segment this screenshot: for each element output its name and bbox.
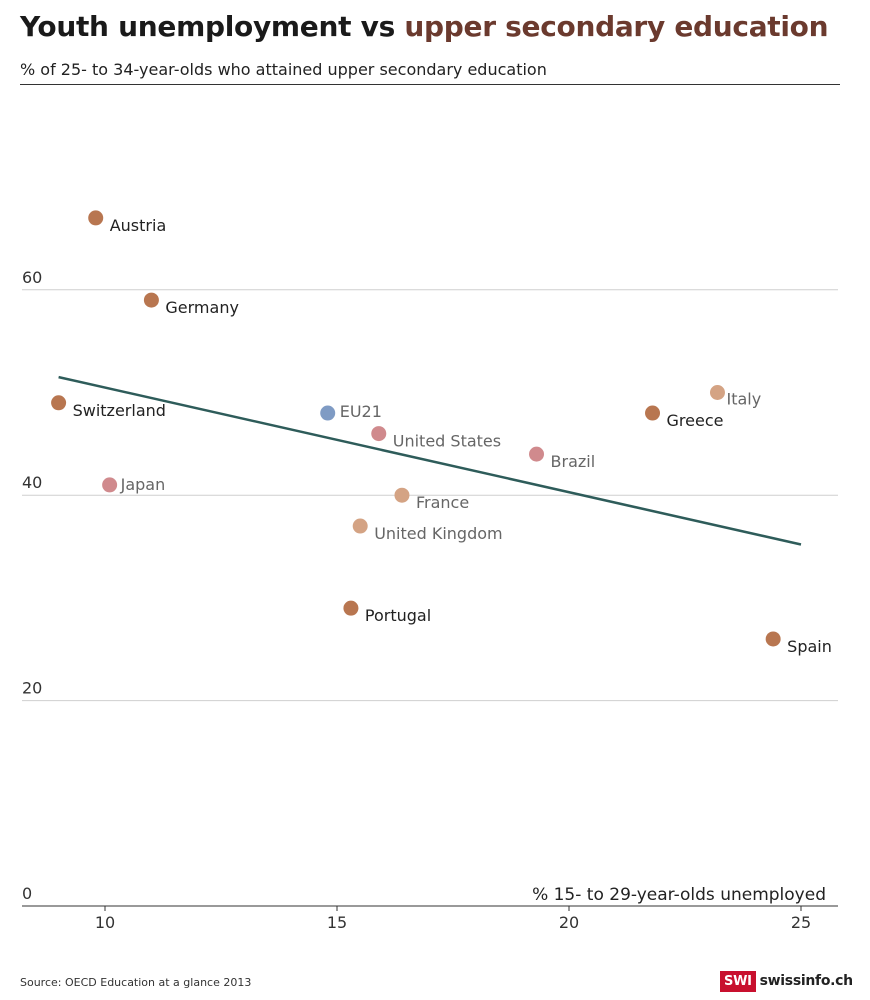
title-part-accent: upper secondary education (404, 10, 829, 43)
point-label-switzerland: Switzerland (73, 401, 166, 420)
y-tick-label-0: 0 (22, 884, 32, 903)
x-tick-label-25: 25 (791, 913, 811, 932)
point-label-brazil: Brazil (551, 452, 596, 471)
point-label-united-kingdom: United Kingdom (374, 524, 502, 543)
x-axis-title: % 15- to 29-year-olds unemployed (532, 885, 826, 905)
point-brazil (529, 446, 545, 462)
point-label-eu21: EU21 (340, 402, 382, 421)
point-switzerland (51, 395, 67, 411)
point-spain (765, 631, 781, 647)
chart-title: Youth unemployment vs upper secondary ed… (20, 10, 829, 43)
point-label-spain: Spain (787, 637, 832, 656)
title-part-main: Youth unemployment vs (20, 10, 405, 43)
source-note: Source: OECD Education at a glance 2013 (20, 976, 252, 989)
point-label-united-states: United States (393, 432, 501, 451)
point-germany (143, 292, 159, 308)
y-tick-label-40: 40 (22, 473, 42, 492)
point-portugal (343, 600, 359, 616)
brand-logo[interactable]: SWI swissinfo.ch (720, 970, 853, 992)
x-tick-label-20: 20 (559, 913, 579, 932)
x-tick-label-15: 15 (327, 913, 347, 932)
point-label-france: France (416, 493, 469, 512)
point-eu21 (320, 405, 336, 421)
trend-line (58, 375, 802, 546)
y-axis-label: % of 25- to 34-year-olds who attained up… (20, 60, 547, 79)
point-label-japan: Japan (120, 475, 166, 494)
point-label-portugal: Portugal (365, 606, 431, 625)
title-divider (20, 84, 840, 85)
x-tick-label-10: 10 (95, 913, 115, 932)
point-label-italy: Italy (726, 390, 761, 409)
point-united-states (371, 426, 387, 442)
y-tick-label-60: 60 (22, 268, 42, 287)
point-label-germany: Germany (165, 298, 239, 317)
brand-badge: SWI (720, 970, 756, 992)
point-united-kingdom (352, 518, 368, 534)
y-tick-label-20: 20 (22, 679, 42, 698)
point-france (394, 487, 410, 503)
brand-name: swissinfo.ch (759, 973, 854, 989)
scatter-chart: 0 20 40 60 10 15 20 25 % 15- to 29-year-olds une… (22, 210, 838, 932)
point-label-greece: Greece (667, 411, 724, 430)
point-italy (709, 385, 725, 400)
point-austria (88, 210, 104, 226)
point-japan (102, 477, 118, 493)
point-label-austria: Austria (110, 216, 167, 235)
point-greece (645, 405, 661, 421)
